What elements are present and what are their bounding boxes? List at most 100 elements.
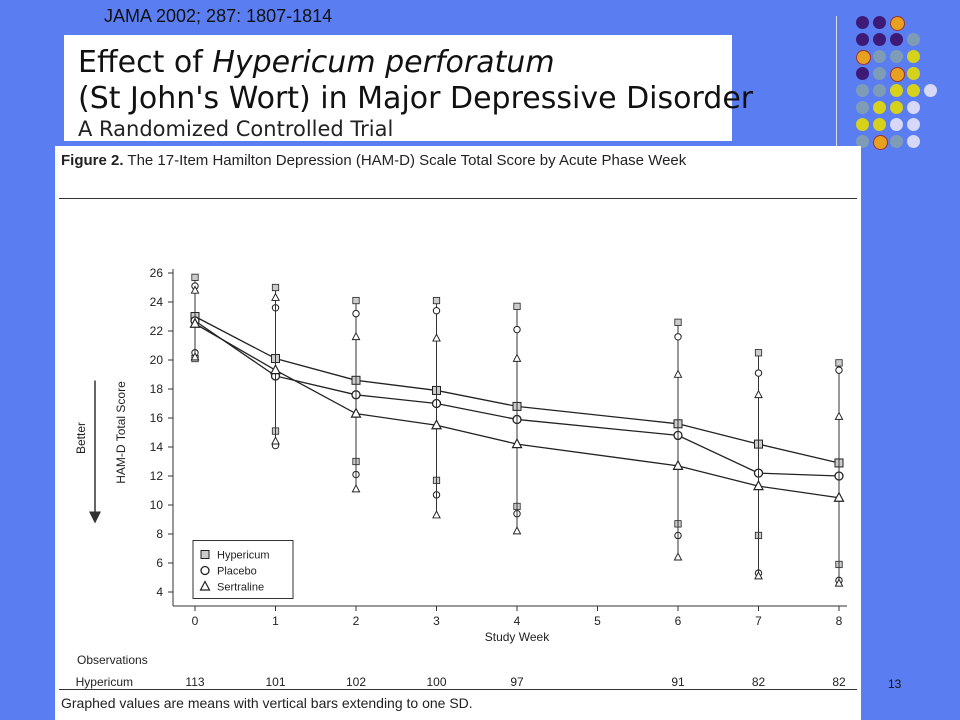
error-bar-cap-upper [754,389,763,399]
y-tick-label: 14 [150,440,164,454]
observations-count: 82 [832,675,846,689]
y-tick-label: 16 [150,411,164,425]
legend-marker [199,580,211,591]
error-bar-cap-lower [673,552,683,561]
legend-label: Sertraline [217,582,264,594]
deco-dot [907,135,920,148]
error-bar-cap-lower [190,352,200,361]
x-tick-label: 8 [836,614,843,628]
series-line [194,323,840,499]
error-bar-cap-upper [513,302,521,310]
error-bar-cap-upper [432,306,441,315]
y-tick-label: 12 [150,469,164,483]
deco-dot [856,101,869,114]
legend-label: Placebo [217,566,257,578]
observations-count: 100 [426,675,446,689]
better-arrow-head [89,511,101,524]
observations-count: 97 [510,675,524,689]
error-bar-cap-upper [513,325,521,334]
data-point [350,407,362,418]
x-tick-label: 7 [755,614,762,628]
paper-title-species: Hypericum perforatum [212,45,555,80]
better-label: Better [74,422,88,454]
citation: JAMA 2002; 287: 1807-1814 [104,6,333,26]
deco-dot [856,33,869,46]
planet-icon [890,16,905,31]
x-tick-label: 5 [594,614,601,628]
error-bar-cap-lower [834,578,844,587]
deco-dot [873,67,886,80]
deco-dot [873,50,886,63]
error-bar-cap-upper [191,273,199,281]
paper-title-line1: Effect of Hypericum perforatum [78,45,555,80]
deco-dot [907,33,920,46]
paper-title-line2: (St John's Wort) in Major Depressive Dis… [78,81,754,116]
x-tick-label: 1 [272,614,279,628]
error-bar-cap-upper [835,359,843,367]
error-bar-cap-upper [432,333,441,342]
error-bar-cap-upper [432,296,441,305]
deco-dot [856,118,869,131]
deco-dot [907,67,920,80]
error-bar-cap-upper [834,411,844,420]
y-tick-label: 18 [150,382,164,396]
paper-subtitle: A Randomized Controlled Trial [78,117,394,141]
x-tick-label: 6 [675,614,682,628]
deco-dot [873,101,886,114]
error-bar-cap-lower [754,571,763,580]
error-bar-cap-upper [352,296,360,305]
planet-icon [856,50,871,65]
y-tick-label: 4 [156,585,163,599]
deco-dot [890,135,903,148]
observations-count: 102 [346,675,366,689]
data-point [511,437,523,449]
deco-dot [907,101,920,114]
decorative-dot-grid [830,10,960,170]
error-bar-cap-upper [835,366,843,374]
observations-heading: Observations [77,653,148,667]
data-point [672,459,684,470]
error-bar-cap-upper [352,309,360,318]
deco-dot [890,101,903,114]
data-point [753,479,764,491]
deco-dot [907,50,920,63]
y-tick-label: 8 [156,527,163,541]
error-bar-cap-upper [754,369,763,377]
x-tick-label: 3 [433,614,440,628]
figure-caption: Figure 2. The 17-Item Hamilton Depressio… [61,152,851,170]
deco-dot [907,118,920,131]
data-point [189,317,201,328]
error-bar-cap-lower [271,436,280,445]
figure-caption-text: The 17-Item Hamilton Depression (HAM-D) … [127,152,687,169]
y-tick-label: 6 [156,556,163,570]
y-axis-label: HAM-D Total Score [114,381,128,484]
error-bar-cap-upper [351,331,361,341]
series-sertraline [189,285,845,587]
deco-dot [873,33,886,46]
x-tick-label: 4 [514,614,521,628]
x-axis-label: Study Week [485,630,550,644]
y-tick-label: 22 [150,324,164,338]
data-point [833,491,845,502]
planet-icon [890,67,905,82]
deco-dot [856,16,869,29]
error-bar-cap-upper [271,283,280,292]
deco-dot [890,84,903,97]
paper-title-prefix: Effect of [78,45,213,80]
observations-count: 91 [671,675,685,689]
error-bar-cap-lower [432,510,441,519]
deco-dot [856,84,869,97]
figure-panel: Figure 2. The 17-Item Hamilton Depressio… [55,146,861,720]
y-tick-label: 24 [150,295,164,309]
series-line [194,315,840,464]
legend-marker [200,565,210,576]
deco-dot [890,118,903,131]
error-bar-cap-upper [673,369,683,378]
deco-dot [873,84,886,97]
observations-count: 113 [185,675,204,689]
deco-dot [907,84,920,97]
y-tick-label: 26 [150,266,164,280]
legend-box [192,540,294,599]
y-tick-label: 20 [150,353,164,367]
